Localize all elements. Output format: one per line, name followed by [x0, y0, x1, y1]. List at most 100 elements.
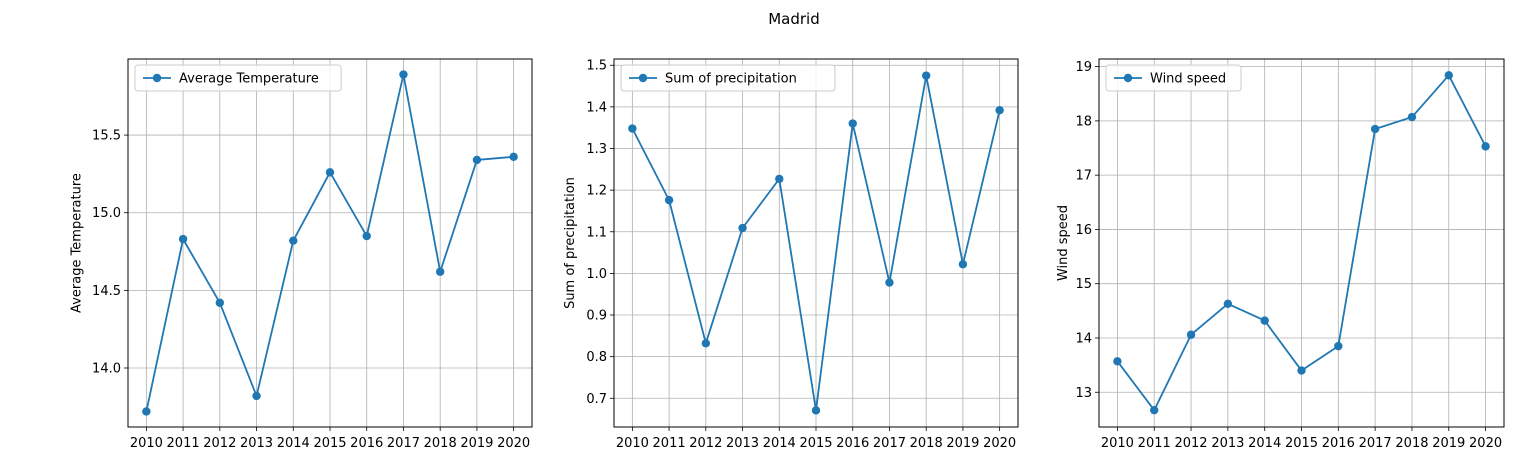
data-point — [664, 195, 674, 205]
legend-marker — [1123, 73, 1133, 83]
x-tick-label: 2011 — [653, 436, 686, 451]
legend-label: Average Temperature — [179, 72, 319, 87]
data-point — [1444, 71, 1453, 80]
x-tick-label: 2010 — [1101, 436, 1134, 451]
x-tick-label: 2012 — [1174, 436, 1207, 451]
x-tick-label: 2020 — [1469, 436, 1502, 451]
data-point — [1407, 112, 1417, 122]
legend: Average Temperature — [134, 64, 342, 92]
legend-box — [620, 64, 836, 92]
legend-label: Wind speed — [1150, 72, 1226, 87]
data-point — [215, 298, 225, 307]
x-tick-label: 2018 — [424, 436, 457, 451]
legend-label: Sum of precipitation — [665, 72, 797, 87]
grid — [1099, 59, 1504, 427]
data-point — [1223, 299, 1233, 308]
data-point — [362, 231, 371, 241]
x-tick-label: 2019 — [1432, 436, 1465, 451]
data-point — [628, 124, 637, 133]
y-tick-label: 1.4 — [586, 100, 607, 115]
x-tick-label: 2013 — [726, 436, 759, 451]
x-tick-label: 2015 — [313, 436, 346, 451]
y-tick-label: 18 — [1075, 114, 1092, 129]
legend-box — [1105, 64, 1242, 92]
y-tick-label: 0.8 — [586, 350, 607, 365]
chart-panel-2: 2010 2011 2012 2013 2014 2015 2016 2017 2018 2019… — [563, 58, 1019, 451]
y-tick-label: 14 — [1075, 331, 1092, 346]
x-tick-label: 2010 — [616, 436, 649, 451]
chart-panel-3: 2010 2011 2012 2013 2014 2015 2016 2017 2018 2019… — [1056, 58, 1505, 451]
x-tick-label: 2012 — [689, 436, 722, 451]
data-point — [178, 234, 188, 244]
grid — [128, 59, 532, 427]
data-point — [995, 106, 1004, 115]
x-tick-label: 2019 — [460, 436, 493, 451]
data-point — [775, 174, 784, 184]
y-tick-label: 14.5 — [92, 284, 121, 299]
y-tick-label: 15 — [1075, 277, 1092, 292]
y-tick-label: 1.3 — [586, 142, 607, 157]
y-tick-label: 19 — [1075, 60, 1092, 75]
x-tick-label: 2020 — [983, 436, 1016, 451]
x-tick-label: 2019 — [946, 436, 979, 451]
x-tick-label: 2010 — [130, 436, 163, 451]
x-tick-label: 2017 — [873, 436, 906, 451]
y-tick-label: 0.9 — [586, 309, 607, 324]
y-tick-label: 1.5 — [586, 59, 607, 74]
x-tick-label: 2011 — [1138, 436, 1171, 451]
x-tick-label: 2018 — [910, 436, 943, 451]
y-tick-label: 15.0 — [92, 206, 121, 221]
legend: Wind speed — [1105, 64, 1242, 92]
data-point — [1297, 366, 1306, 375]
data-point — [1370, 124, 1380, 134]
y-axis-label: Wind speed — [1056, 205, 1071, 281]
data-point — [885, 278, 894, 287]
x-tick-label: 2016 — [350, 436, 383, 451]
x-tick-label: 2017 — [1359, 436, 1392, 451]
data-point — [435, 267, 445, 276]
legend-box — [134, 64, 342, 92]
data-point — [142, 407, 151, 416]
y-tick-label: 17 — [1075, 169, 1092, 184]
data-point — [848, 119, 857, 128]
data-point — [1150, 405, 1159, 415]
data-point — [1334, 341, 1343, 351]
data-point — [289, 236, 298, 245]
data-point — [738, 223, 747, 233]
y-axis-label: Sum of precipitation — [563, 177, 578, 309]
data-point — [509, 152, 518, 162]
x-tick-label: 2013 — [1211, 436, 1244, 451]
y-tick-label: 1.2 — [586, 184, 607, 199]
y-tick-label: 14.0 — [92, 361, 121, 376]
data-point — [921, 71, 931, 80]
data-point — [252, 391, 261, 401]
data-point — [701, 339, 711, 348]
x-tick-label: 2012 — [203, 436, 236, 451]
data-point — [1113, 357, 1122, 366]
x-tick-label: 2014 — [1248, 436, 1281, 451]
y-tick-label: 0.7 — [586, 392, 607, 407]
x-tick-label: 2011 — [167, 436, 200, 451]
data-point — [1260, 316, 1269, 325]
data-point — [1186, 330, 1196, 339]
data-point — [399, 70, 408, 79]
x-tick-label: 2015 — [799, 436, 832, 451]
x-tick-label: 2020 — [497, 436, 530, 451]
data-point — [1481, 142, 1490, 151]
x-tick-label: 2014 — [763, 436, 796, 451]
panels: 2010 2011 2012 2013 2014 2015 2016 2017 2018 2019… — [70, 58, 1505, 451]
x-tick-label: 2016 — [836, 436, 869, 451]
data-point — [958, 260, 968, 269]
y-axis-label: Average Temperature — [70, 173, 85, 313]
grid — [614, 59, 1018, 427]
x-tick-label: 2017 — [387, 436, 420, 451]
x-tick-label: 2014 — [277, 436, 310, 451]
legend: Sum of precipitation — [620, 64, 836, 92]
y-tick-label: 1.1 — [586, 225, 607, 240]
legend-marker — [638, 73, 648, 83]
x-tick-label: 2015 — [1285, 436, 1318, 451]
y-tick-label: 1.0 — [586, 267, 607, 282]
y-tick-label: 15.5 — [92, 129, 121, 144]
